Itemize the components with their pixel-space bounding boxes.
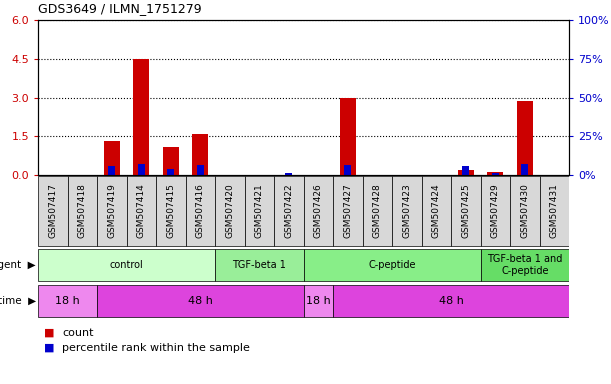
Bar [304, 249, 480, 281]
Bar [462, 166, 469, 175]
Text: GSM507415: GSM507415 [166, 184, 175, 238]
Text: GSM507429: GSM507429 [491, 184, 500, 238]
Bar [215, 249, 304, 281]
Text: GSM507428: GSM507428 [373, 184, 382, 238]
Text: 18 h: 18 h [55, 296, 80, 306]
Text: GSM507424: GSM507424 [432, 184, 441, 238]
Bar [67, 176, 97, 246]
Text: 18 h: 18 h [306, 296, 331, 306]
Bar [126, 176, 156, 246]
Text: GSM507414: GSM507414 [137, 184, 146, 238]
Bar [38, 285, 97, 317]
Text: TGF-beta 1 and
C-peptide: TGF-beta 1 and C-peptide [487, 254, 563, 276]
Bar [451, 176, 480, 246]
Text: GSM507426: GSM507426 [314, 184, 323, 238]
Text: GSM507416: GSM507416 [196, 184, 205, 238]
Text: GSM507427: GSM507427 [343, 184, 353, 238]
Bar [285, 173, 293, 175]
Bar [274, 176, 304, 246]
Text: GSM507419: GSM507419 [108, 184, 116, 238]
Text: C-peptide: C-peptide [368, 260, 415, 270]
Text: GSM507417: GSM507417 [48, 184, 57, 238]
Text: 48 h: 48 h [188, 296, 213, 306]
Bar [38, 176, 67, 246]
Text: GSM507421: GSM507421 [255, 184, 264, 238]
Text: GSM507431: GSM507431 [550, 184, 558, 238]
Bar [422, 176, 451, 246]
Bar [521, 164, 529, 175]
Bar [540, 176, 569, 246]
Bar [304, 285, 333, 317]
Text: count: count [62, 328, 94, 338]
Text: agent  ▶: agent ▶ [0, 260, 36, 270]
Bar [38, 249, 215, 281]
Text: TGF-beta 1: TGF-beta 1 [232, 260, 286, 270]
Bar [517, 101, 533, 175]
Bar [333, 176, 362, 246]
Bar [133, 59, 149, 175]
Bar [487, 172, 503, 175]
Bar [97, 176, 126, 246]
Text: time  ▶: time ▶ [0, 296, 36, 306]
Bar [362, 176, 392, 246]
Text: GSM507420: GSM507420 [225, 184, 234, 238]
Text: control: control [109, 260, 144, 270]
Text: ■: ■ [44, 343, 54, 353]
Bar [186, 176, 215, 246]
Bar [492, 173, 499, 175]
Bar [510, 176, 540, 246]
Text: ■: ■ [44, 328, 54, 338]
Text: percentile rank within the sample: percentile rank within the sample [62, 343, 251, 353]
Bar [480, 249, 569, 281]
Text: 48 h: 48 h [439, 296, 463, 306]
Bar [156, 176, 186, 246]
Bar [163, 147, 179, 175]
Bar [244, 176, 274, 246]
Bar [192, 134, 208, 175]
Text: GDS3649 / ILMN_1751279: GDS3649 / ILMN_1751279 [38, 2, 202, 15]
Bar [480, 176, 510, 246]
Bar [304, 176, 333, 246]
Bar [108, 166, 115, 175]
Bar [344, 165, 351, 175]
Bar [137, 164, 145, 175]
Text: GSM507418: GSM507418 [78, 184, 87, 238]
Bar [340, 98, 356, 175]
Bar [392, 176, 422, 246]
Bar [458, 170, 474, 175]
Text: GSM507423: GSM507423 [402, 184, 411, 238]
Text: GSM507425: GSM507425 [461, 184, 470, 238]
Bar [167, 169, 174, 175]
Bar [215, 176, 244, 246]
Bar [104, 141, 120, 175]
Bar [333, 285, 569, 317]
Bar [97, 285, 304, 317]
Bar [197, 165, 204, 175]
Text: GSM507422: GSM507422 [284, 184, 293, 238]
Text: GSM507430: GSM507430 [520, 184, 529, 238]
